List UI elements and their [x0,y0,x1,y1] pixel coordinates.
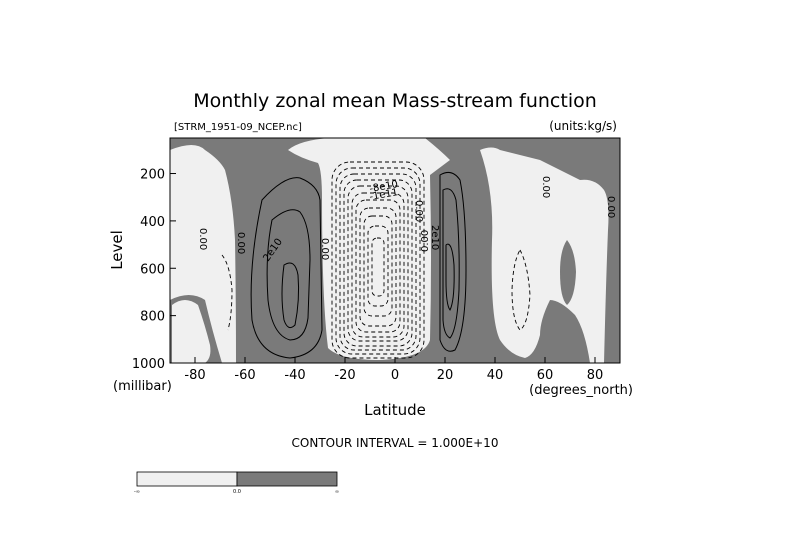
contour-southern-hadley-core [281,262,300,329]
x-tick-label: 80 [587,368,604,383]
negative-region-north [480,147,609,363]
y-tick-label: 800 [140,310,165,325]
dashed-contours-tropical-cell [331,161,425,359]
units-label: (units:kg/s) [549,119,617,133]
colorbar-negative-swatch [136,471,238,487]
x-tick-label: 0 [391,368,399,383]
contour-label: 0.00 [413,200,424,222]
x-tick-label: 60 [537,368,554,383]
contour-label: -8e10 [369,179,399,195]
colorbar-label: 0.0 [233,489,241,495]
x-tick-label: -20 [334,368,355,383]
y-tick-label: 1000 [132,357,165,372]
colorbar-label: -∞ [134,489,140,495]
y-tick-label: 200 [140,168,165,183]
x-axis: -80 -60 -40 -20 0 20 40 60 80 [184,357,603,383]
contour-northern-hadley-mid [442,188,460,339]
x-tick-label: -60 [234,368,255,383]
file-label: [STRM_1951-09_NCEP.nc] [174,122,302,133]
negative-region-tropics [288,138,450,360]
x-tick-label: -80 [184,368,205,383]
y-tick-label: 400 [140,215,165,230]
contour-label: 0.00 [605,196,616,218]
x-tick-label: 20 [437,368,454,383]
x-unit-label: (degrees_north) [529,383,633,398]
positive-region-north-cell [560,240,576,305]
y-tick-label: 600 [140,262,165,277]
y-axis-title: Level [108,230,126,270]
contour-interval-text: CONTOUR INTERVAL = 1.000E+10 [292,436,499,450]
contour-southern-hadley-inner [266,209,311,341]
dashed-contour-south-polar [221,254,233,331]
x-tick-label: 40 [487,368,504,383]
contour-label: 2e10 [429,225,440,250]
plot-area: 0.00 0.00 2e10 0.00 -8e10 -1e11 0.00 2e1… [169,137,621,364]
y-unit-label: (millibar) [113,379,172,394]
contour-label: 0.00 [540,176,551,198]
y-axis: 200 400 600 800 1000 [132,168,176,372]
contour-label: 0.00 [420,230,431,252]
contour-southern-hadley-outer [250,177,323,359]
contour-northern-hadley-core [445,243,455,311]
dashed-contour-north-midlat [511,249,531,331]
negative-region-south-polar [170,145,236,363]
contour-label: -1e11 [369,187,399,203]
colorbar-positive-swatch [236,471,338,487]
colorbar-label: ∞ [335,489,339,495]
contour-label: 0.00 [319,238,330,260]
contour-northern-hadley-outer [439,171,467,352]
x-axis-title: Latitude [364,401,426,419]
chart-title: Monthly zonal mean Mass-stream function [193,90,597,112]
contour-label: 0.00 [197,228,208,250]
colorbar: -∞ 0.0 ∞ [134,471,339,495]
contour-label: 0.00 [235,232,246,254]
negative-region-south-corner [172,300,211,363]
x-tick-label: -40 [284,368,305,383]
